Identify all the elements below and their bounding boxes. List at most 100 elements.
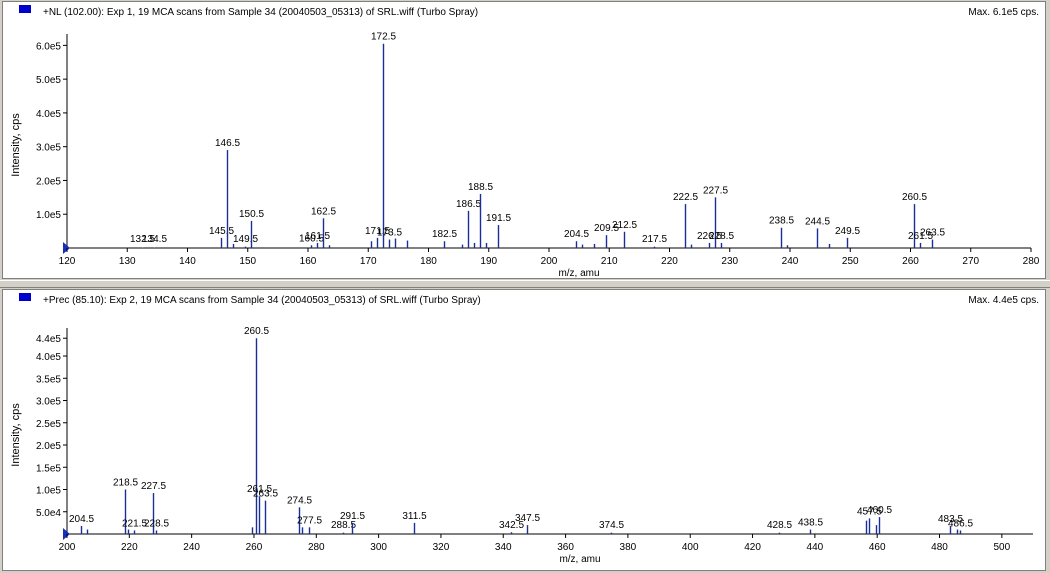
peak-label: 182.5 xyxy=(432,229,457,240)
peak-label: 238.5 xyxy=(769,216,794,227)
peak-label: 260.5 xyxy=(902,192,927,203)
trace-color-marker xyxy=(19,293,31,301)
peak-label: 227.5 xyxy=(141,481,166,492)
x-tick-label: 320 xyxy=(433,542,450,553)
peak-label: 228.5 xyxy=(709,231,734,242)
max-intensity-label: Max. 4.4e5 cps. xyxy=(968,295,1039,306)
y-tick-label: 3.0e5 xyxy=(36,397,61,408)
peak-label: 221.5 xyxy=(122,518,147,529)
spectrum-title: +NL (102.00): Exp 1, 19 MCA scans from S… xyxy=(43,7,478,18)
x-tick-label: 260 xyxy=(902,256,919,267)
peak-label: 261.5 xyxy=(908,231,933,242)
peak-label: 209.5 xyxy=(594,223,619,234)
x-tick-label: 250 xyxy=(842,256,859,267)
x-tick-label: 220 xyxy=(121,542,138,553)
x-tick-label: 270 xyxy=(962,256,979,267)
x-tick-label: 280 xyxy=(308,542,325,553)
y-tick-label: 1.0e5 xyxy=(36,486,61,497)
peak-label: 263.5 xyxy=(920,228,945,239)
y-tick-label: 4.4e5 xyxy=(36,334,61,345)
x-tick-label: 140 xyxy=(179,256,196,267)
x-tick-label: 180 xyxy=(420,256,437,267)
x-tick-label: 240 xyxy=(782,256,799,267)
nl-spectrum-chart: +NL (102.00): Exp 1, 19 MCA scans from S… xyxy=(10,5,1040,278)
y-tick-label: 2.0e5 xyxy=(36,176,61,187)
peak-label: 483.5 xyxy=(938,514,963,525)
peak-label: 342.5 xyxy=(499,520,524,531)
prec-spectrum-chart: +Prec (85.10): Exp 2, 19 MCA scans from … xyxy=(10,293,1039,565)
x-tick-label: 300 xyxy=(370,542,387,553)
spectrum-panel-nl[interactable]: +NL (102.00): Exp 1, 19 MCA scans from S… xyxy=(2,1,1046,279)
y-tick-label: 3.5e5 xyxy=(36,374,61,385)
peak-label: 244.5 xyxy=(805,216,830,227)
x-tick-label: 220 xyxy=(661,256,678,267)
x-tick-label: 380 xyxy=(620,542,637,553)
x-tick-label: 260 xyxy=(246,542,263,553)
peak-label: 228.5 xyxy=(144,518,169,529)
pane-splitter[interactable] xyxy=(0,280,1050,288)
peak-label: 204.5 xyxy=(564,229,589,240)
peak-label: 134.5 xyxy=(142,234,167,245)
x-tick-label: 420 xyxy=(744,542,761,553)
y-axis-title: Intensity, cps xyxy=(10,403,22,467)
max-intensity-label: Max. 6.1e5 cps. xyxy=(968,7,1039,18)
y-tick-label: 4.0e5 xyxy=(36,109,61,120)
x-tick-label: 500 xyxy=(993,542,1010,553)
peak-label: 218.5 xyxy=(113,478,138,489)
peak-label: 222.5 xyxy=(673,192,698,203)
peak-label: 263.5 xyxy=(253,489,278,500)
x-tick-label: 230 xyxy=(721,256,738,267)
peak-label: 172.5 xyxy=(371,32,396,43)
peak-label: 204.5 xyxy=(69,514,94,525)
y-axis-title: Intensity, cps xyxy=(10,113,22,177)
peak-label: 186.5 xyxy=(456,199,481,210)
x-tick-label: 160 xyxy=(300,256,317,267)
peak-label: 277.5 xyxy=(297,515,322,526)
x-tick-label: 120 xyxy=(59,256,76,267)
spectrum-panel-prec[interactable]: +Prec (85.10): Exp 2, 19 MCA scans from … xyxy=(2,289,1046,571)
peak-label: 261.5 xyxy=(247,484,272,495)
x-axis-title: m/z, amu xyxy=(558,268,599,278)
x-tick-label: 400 xyxy=(682,542,699,553)
x-tick-label: 460 xyxy=(869,542,886,553)
peak-label: 146.5 xyxy=(215,138,240,149)
peak-label: 274.5 xyxy=(287,495,312,506)
x-tick-label: 280 xyxy=(1023,256,1040,267)
peak-label: 486.5 xyxy=(948,518,973,529)
y-tick-label: 6.0e5 xyxy=(36,41,61,52)
peak-label: 150.5 xyxy=(239,209,264,220)
peak-label: 374.5 xyxy=(599,520,624,531)
peak-label: 227.5 xyxy=(703,185,728,196)
peak-label: 161.5 xyxy=(305,231,330,242)
y-tick-label: 5.0e5 xyxy=(36,75,61,86)
peak-label: 457.5 xyxy=(857,506,882,517)
x-tick-label: 210 xyxy=(601,256,618,267)
x-axis-title: m/z, amu xyxy=(559,554,600,565)
x-tick-label: 240 xyxy=(183,542,200,553)
peak-label: 288.5 xyxy=(331,520,356,531)
x-tick-label: 360 xyxy=(557,542,574,553)
peak-label: 188.5 xyxy=(468,182,493,193)
trace-color-marker xyxy=(19,5,31,13)
y-tick-label: 1.5e5 xyxy=(36,463,61,474)
y-tick-label: 2.0e5 xyxy=(36,441,61,452)
peak-label: 217.5 xyxy=(642,234,667,245)
y-tick-label: 3.0e5 xyxy=(36,143,61,154)
peak-label: 149.5 xyxy=(233,234,258,245)
y-tick-label: 5.0e4 xyxy=(36,508,61,519)
peak-label: 191.5 xyxy=(486,213,511,224)
peak-label: 260.5 xyxy=(244,326,269,337)
peak-label: 311.5 xyxy=(402,511,427,522)
x-tick-label: 480 xyxy=(931,542,948,553)
x-tick-label: 340 xyxy=(495,542,512,553)
y-tick-label: 2.5e5 xyxy=(36,419,61,430)
x-tick-label: 200 xyxy=(541,256,558,267)
x-tick-label: 150 xyxy=(239,256,256,267)
peak-label: 173.5 xyxy=(377,228,402,239)
peak-label: 145.5 xyxy=(209,226,234,237)
peak-label: 249.5 xyxy=(835,226,860,237)
peak-label: 160.5 xyxy=(299,233,324,244)
peak-label: 347.5 xyxy=(515,513,540,524)
y-tick-label: 1.0e5 xyxy=(36,210,61,221)
peak-label: 291.5 xyxy=(340,511,365,522)
